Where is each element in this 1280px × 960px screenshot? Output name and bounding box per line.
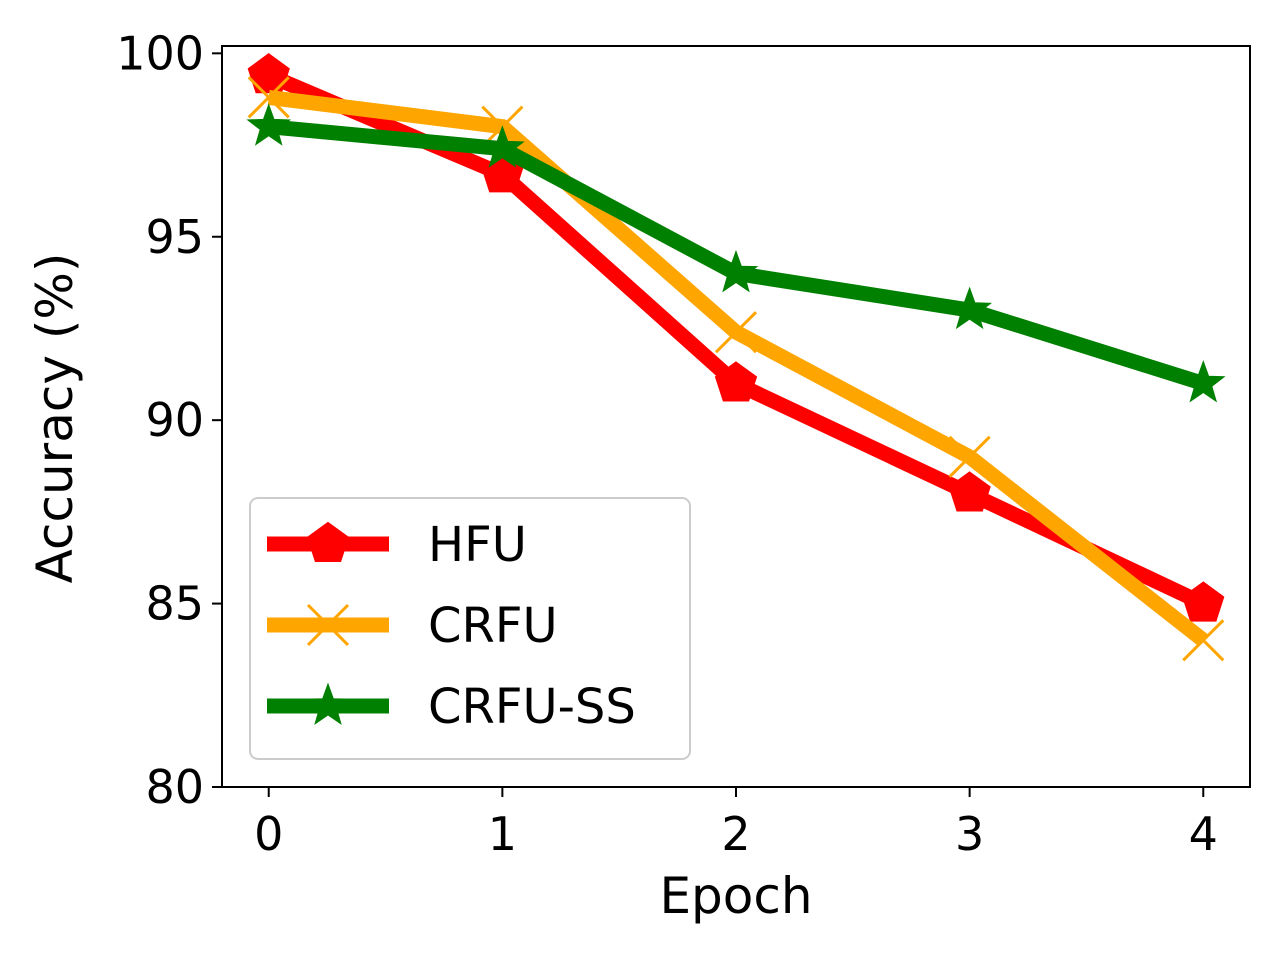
legend-marker-crfu	[306, 603, 350, 647]
x-tick-label: 1	[488, 807, 517, 861]
y-tick-label: 90	[145, 393, 204, 447]
legend-label-crfu-ss: CRFU-SS	[428, 679, 636, 735]
data-point-hfu	[948, 471, 991, 512]
y-tick-label: 80	[145, 760, 204, 814]
data-point-crfu	[247, 76, 290, 119]
data-point-crfu-ss	[947, 286, 993, 330]
data-point-crfu-ss	[1180, 360, 1226, 403]
data-point-crfu-ss	[246, 103, 292, 146]
series-crfu	[247, 76, 1225, 662]
legend-box	[249, 497, 691, 760]
x-tick-label: 3	[955, 807, 984, 861]
series-crfu-ss	[246, 103, 1226, 403]
data-point-crfu-ss	[479, 125, 525, 168]
x-axis: 0 1 2 3 4	[254, 787, 1218, 861]
data-point-crfu	[948, 435, 991, 478]
data-point-hfu	[714, 361, 758, 402]
x-tick-label: 4	[1189, 807, 1218, 861]
legend-marker-crfu-ss	[305, 682, 351, 725]
data-point-hfu	[247, 53, 290, 94]
data-point-crfu-ss	[713, 249, 759, 293]
y-axis-title: Accuracy (%)	[26, 253, 84, 584]
y-tick-label: 95	[145, 210, 204, 264]
x-tick-label: 2	[721, 807, 750, 861]
legend-label-crfu: CRFU	[428, 598, 558, 654]
data-point-crfu	[714, 311, 758, 354]
y-tick-label: 85	[145, 577, 204, 631]
x-axis-title: Epoch	[659, 867, 812, 925]
y-axis: 80 85 90 95 100	[116, 26, 222, 814]
x-tick-label: 0	[254, 807, 283, 861]
y-tick-label: 100	[116, 26, 204, 80]
legend: HFU CRFU CRFU-SS	[249, 497, 691, 760]
data-point-crfu	[1182, 619, 1225, 662]
legend-label-hfu: HFU	[428, 517, 527, 573]
legend-marker-hfu	[306, 521, 350, 562]
data-point-hfu	[1182, 581, 1225, 622]
series-layer	[246, 53, 1226, 662]
